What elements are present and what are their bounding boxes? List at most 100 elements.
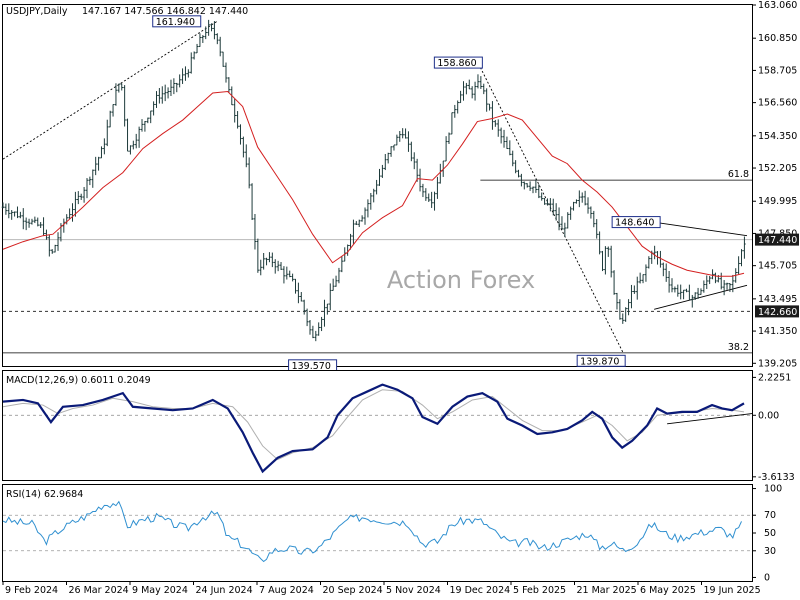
price-bar — [48, 234, 51, 257]
price-bar — [27, 218, 31, 228]
price-bar — [436, 176, 439, 199]
price-bar — [216, 33, 219, 45]
price-bar — [737, 256, 740, 275]
price-bar — [39, 222, 42, 228]
price-tick-label: 139.205 — [758, 358, 797, 369]
price-bars — [1, 19, 746, 342]
swing-label: 139.570 — [292, 361, 331, 372]
price-bar — [256, 238, 260, 273]
price-bar — [566, 212, 570, 229]
price-bar — [647, 256, 651, 269]
price-bar — [158, 88, 161, 104]
price-bar — [111, 104, 115, 117]
price-bar — [699, 288, 703, 295]
time-tick-label: 26 Mar 2024 — [69, 585, 129, 596]
price-bar — [33, 216, 37, 224]
price-bar — [349, 233, 352, 250]
price-bar — [540, 192, 543, 201]
price-bar — [369, 192, 373, 210]
price-bar — [485, 88, 488, 112]
price-bar — [53, 244, 57, 253]
macd-tick-label: -3.6133 — [758, 472, 795, 483]
price-bar — [326, 303, 329, 315]
macd-panel: 2.2251 0.00 -3.6133 MACD(12,26,9) 0.6011 0… — [2, 370, 795, 483]
rsi-axis: 100 70 50 30 0 — [752, 484, 782, 583]
price-bar — [664, 263, 668, 282]
price-bar — [705, 275, 709, 290]
price-bar — [117, 83, 121, 93]
support-badge — [755, 305, 799, 318]
price-bar — [615, 292, 619, 310]
price-bar — [453, 104, 457, 118]
price-bar — [563, 222, 567, 238]
time-tick-label: 24 Jun 2024 — [196, 585, 253, 596]
price-bar — [502, 129, 506, 148]
price-tick-label: 163.060 — [758, 0, 797, 11]
price-bar — [728, 283, 732, 292]
time-tick-label: 19 Dec 2024 — [450, 585, 511, 596]
price-bar — [152, 101, 155, 116]
price-bar — [262, 252, 265, 270]
price-bar — [621, 313, 625, 324]
price-bar — [673, 286, 677, 293]
price-bar — [467, 79, 471, 90]
price-bar — [667, 270, 671, 293]
price-tick-label: 145.705 — [758, 261, 797, 272]
price-bar — [644, 264, 648, 282]
price-bar — [508, 140, 512, 156]
price-bar — [207, 19, 210, 36]
time-tick-label: 20 Sep 2024 — [323, 585, 383, 596]
price-bar — [476, 74, 480, 89]
price-bar — [641, 274, 645, 284]
price-bar — [534, 179, 538, 193]
price-bar — [531, 186, 535, 194]
price-bar — [294, 278, 297, 294]
price-bar — [149, 110, 153, 124]
price-bar — [604, 246, 607, 275]
price-bar — [201, 35, 205, 43]
moving-average-line — [2, 90, 745, 277]
price-bar — [221, 51, 225, 67]
rsi-line — [2, 500, 742, 563]
price-bar — [239, 124, 242, 145]
swing-label-box — [576, 354, 626, 367]
price-tick-label: 156.560 — [758, 98, 797, 109]
price-bar — [71, 203, 74, 222]
price-bar — [91, 169, 95, 188]
price-bar — [155, 91, 158, 108]
price-bar — [722, 280, 726, 296]
price-bar — [259, 259, 263, 276]
price-bar — [517, 169, 520, 178]
price-bar — [725, 282, 729, 290]
price-bar — [120, 83, 124, 91]
price-bar — [314, 330, 318, 342]
time-tick-label: 9 Feb 2024 — [5, 585, 58, 596]
price-bar — [94, 156, 97, 176]
price-bar — [88, 176, 92, 186]
macd-title: MACD(12,26,9) 0.6011 0.2049 — [6, 375, 151, 386]
price-tick-label: 152.205 — [758, 163, 797, 174]
time-axis: 9 Feb 2024 26 Mar 2024 9 May 2024 24 Jun 20… — [2, 581, 761, 596]
price-bar — [160, 86, 164, 104]
price-bar — [378, 168, 381, 186]
price-bar — [288, 270, 292, 278]
price-bar — [178, 74, 181, 88]
price-bar — [100, 146, 103, 159]
macd-axis: 2.2251 0.00 -3.6133 — [752, 372, 795, 483]
price-bar — [418, 168, 422, 192]
price-bar — [520, 173, 523, 187]
price-bar — [68, 208, 71, 219]
price-bar — [76, 191, 80, 205]
price-bar — [595, 219, 599, 239]
price-bar — [123, 85, 126, 127]
rsi-tick-label: 30 — [764, 546, 776, 557]
price-bar — [218, 36, 222, 57]
price-bar — [253, 214, 257, 250]
price-bar — [679, 284, 682, 300]
price-bar — [586, 197, 590, 214]
price-bar — [210, 23, 213, 32]
price-bar — [598, 231, 601, 255]
macd-line — [2, 383, 745, 474]
price-bar — [578, 190, 581, 208]
price-bar — [79, 193, 83, 200]
